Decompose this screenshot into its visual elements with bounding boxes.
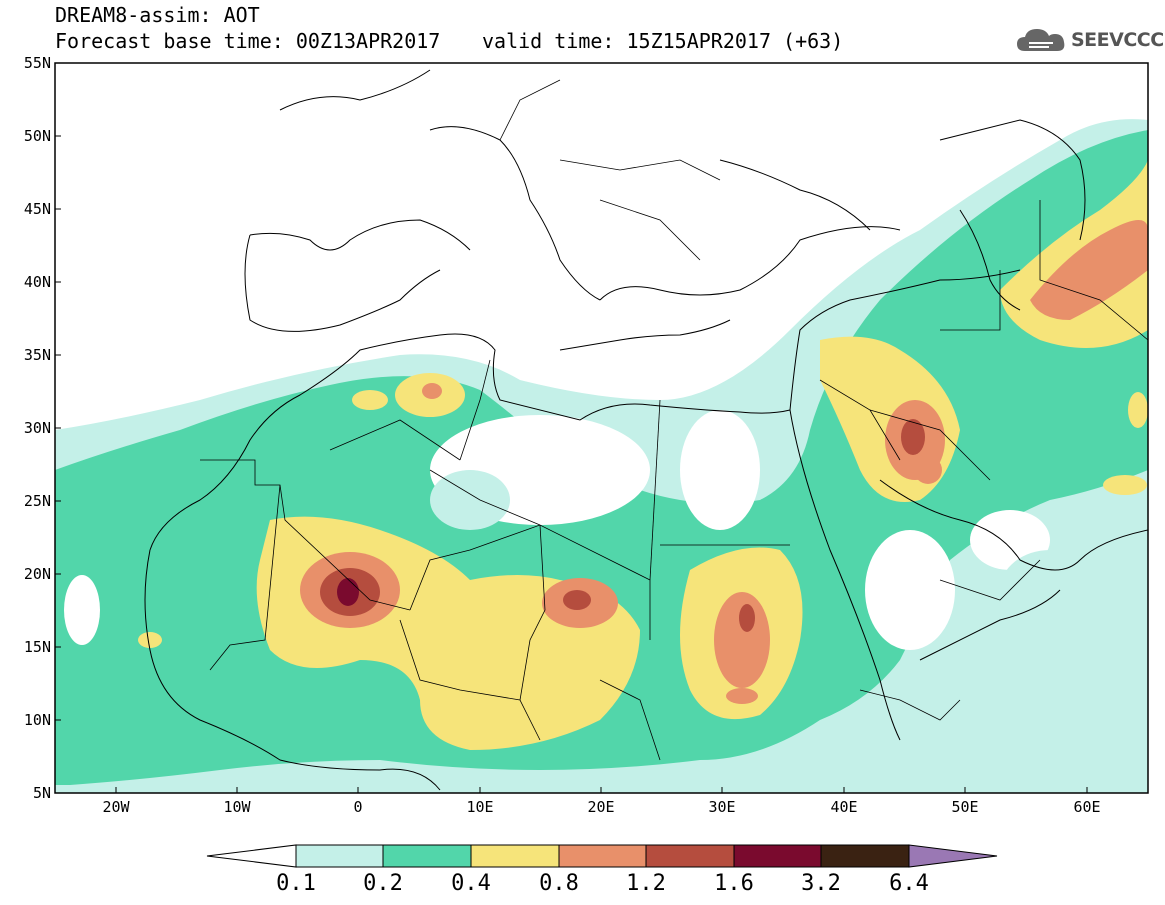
cloud-icon: [1017, 29, 1065, 51]
lat-axis: 55N 50N 45N 40N 35N 30N 25N 20N 15N 10N …: [24, 54, 61, 802]
lon-label: 20W: [102, 787, 131, 816]
lon-label: 60E: [1073, 787, 1101, 816]
legend-label: 1.6: [714, 871, 754, 896]
forecast-base-time: Forecast base time: 00Z13APR2017: [55, 29, 441, 53]
lon-label: 10W: [223, 787, 252, 816]
lat-label: 10N: [24, 711, 61, 729]
lat-label-25n: 25N: [24, 492, 51, 510]
aot-band-01-02-inner: [430, 470, 1100, 630]
lon-label: 20E: [587, 787, 615, 816]
logo-text: SEEVCCC: [1071, 29, 1164, 51]
lon-label-30e: 30E: [708, 798, 735, 816]
legend-swatch-12-16: [645, 844, 735, 868]
color-legend: [206, 844, 998, 868]
lat-label: 20N: [24, 565, 61, 583]
lon-label-40e: 40E: [830, 798, 857, 816]
legend-label: 0.1: [276, 871, 316, 896]
lat-label-30n: 30N: [24, 419, 51, 437]
lat-label-55n: 55N: [24, 54, 51, 72]
legend-swatch-04-08: [470, 844, 560, 868]
lat-label: 5N: [33, 784, 61, 802]
legend-swatch-above-64: [908, 844, 998, 868]
lon-label: 10E: [466, 787, 494, 816]
lon-label-20w: 20W: [102, 798, 130, 816]
legend-labels: 0.1 0.2 0.4 0.8 1.2 1.6 3.2 6.4: [0, 871, 1165, 901]
legend-label: 0.4: [451, 871, 491, 896]
lat-label: 35N: [24, 346, 61, 364]
legend-label: 6.4: [889, 871, 929, 896]
lon-axis: 20W 10W 0 10E 20E 30E 40E 50E 60E: [102, 787, 1101, 816]
lon-label-20e: 20E: [587, 798, 614, 816]
map-title: DREAM8-assim: AOT: [55, 3, 260, 27]
legend-swatch-08-12: [558, 844, 647, 868]
lat-label-50n: 50N: [24, 127, 51, 145]
legend-swatch-01-02: [295, 844, 384, 868]
lat-label: 30N: [24, 419, 61, 437]
legend-swatch-16-32: [733, 844, 822, 868]
country-borders: [200, 79, 1148, 761]
legend-label: 3.2: [801, 871, 841, 896]
lat-label: 25N: [24, 492, 61, 510]
legend-label: 1.2: [626, 871, 666, 896]
lon-label: 30E: [708, 787, 736, 816]
lat-label-40n: 40N: [24, 273, 51, 291]
legend-swatch-02-04: [382, 844, 472, 868]
lat-label-10n: 10N: [24, 711, 51, 729]
lat-label: 45N: [24, 200, 61, 218]
aot-field: [55, 63, 1148, 793]
lat-label: 50N: [24, 127, 61, 145]
legend-label: 0.2: [363, 871, 403, 896]
lon-label: 0: [353, 787, 363, 816]
lat-label-45n: 45N: [24, 200, 51, 218]
lat-label-20n: 20N: [24, 565, 51, 583]
lat-label-5n: 5N: [33, 784, 51, 802]
lon-label-10w: 10W: [223, 798, 251, 816]
lat-label: 40N: [24, 273, 61, 291]
lat-label-15n: 15N: [24, 638, 51, 656]
lon-label-0: 0: [353, 798, 362, 816]
legend-swatch-32-64: [820, 844, 910, 868]
lat-label-35n: 35N: [24, 346, 51, 364]
lat-label: 15N: [24, 638, 61, 656]
legend-swatch-below-01: [206, 844, 297, 868]
seevccc-logo: SEEVCCC: [1015, 22, 1164, 58]
valid-time: valid time: 15Z15APR2017 (+63): [482, 29, 844, 53]
aot-band-16-32: [337, 578, 359, 606]
lon-label-10e: 10E: [466, 798, 493, 816]
lon-label: 50E: [951, 787, 979, 816]
legend-label: 0.8: [539, 871, 579, 896]
coastlines: [144, 69, 1148, 791]
lat-label: 55N: [24, 54, 61, 72]
lon-label-50e: 50E: [951, 798, 978, 816]
lon-label-60e: 60E: [1073, 798, 1100, 816]
lon-label: 40E: [830, 787, 858, 816]
